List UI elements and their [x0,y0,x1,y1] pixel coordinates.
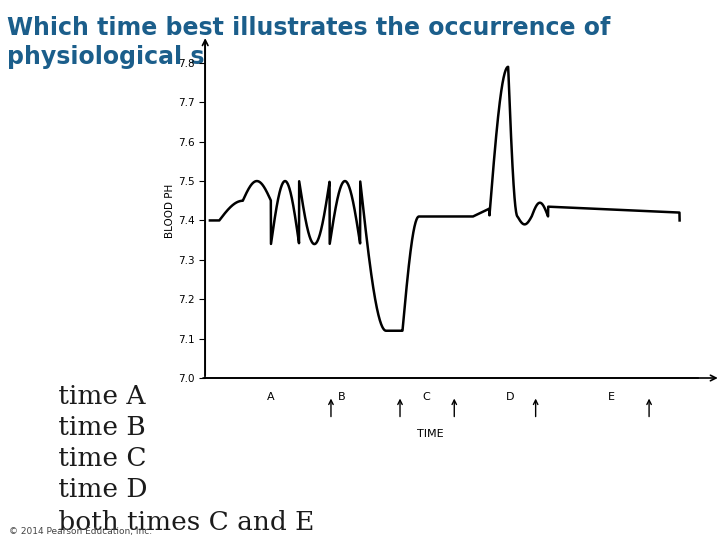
Text: TIME: TIME [417,429,444,439]
Text: C: C [422,392,430,402]
Text: time B: time B [50,415,146,440]
Text: D: D [506,392,515,402]
Text: A: A [267,392,275,402]
Text: B: B [338,392,345,402]
Text: E: E [608,392,615,402]
Text: time C: time C [50,446,147,471]
Text: © 2014 Pearson Education, Inc.: © 2014 Pearson Education, Inc. [9,526,152,536]
Text: both times C and E: both times C and E [50,510,315,535]
Text: Which time best illustrates the occurrence of
physiological steady state?: Which time best illustrates the occurren… [7,16,611,69]
Y-axis label: BLOOD PH: BLOOD PH [166,184,176,238]
Text: time D: time D [50,477,148,502]
Text: time A: time A [50,384,146,409]
